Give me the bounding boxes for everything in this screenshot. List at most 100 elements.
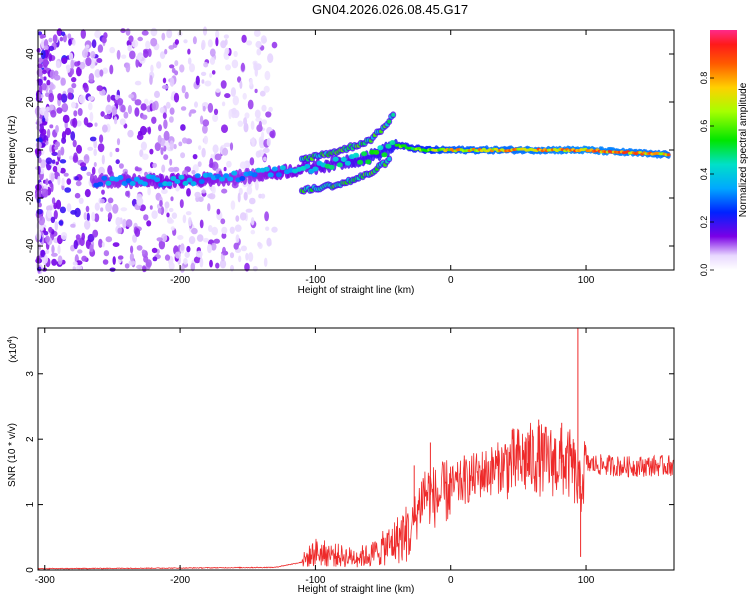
noise-speckle (81, 255, 88, 262)
noise-speckle (157, 134, 162, 144)
ridge-point (182, 180, 189, 186)
ridge-point (402, 144, 407, 148)
spectrogram-x-tick-label: 0 (448, 275, 454, 286)
noise-speckle (152, 162, 158, 168)
noise-speckle (192, 154, 198, 160)
noise-speckle (147, 126, 152, 135)
noise-speckle (57, 149, 61, 158)
ridge-point (271, 166, 278, 172)
noise-speckle (53, 70, 59, 76)
noise-speckle (188, 217, 192, 227)
noise-speckle (94, 69, 101, 78)
noise-speckle (180, 106, 187, 111)
noise-speckle (46, 79, 51, 86)
noise-speckle (159, 106, 165, 114)
noise-speckle (211, 185, 216, 195)
noise-speckle (35, 141, 42, 149)
spectrogram-y-tick-label: -40 (25, 238, 36, 253)
snr-x-tick-label: 100 (578, 575, 595, 586)
noise-speckle (268, 106, 273, 113)
noise-speckle (198, 145, 202, 151)
noise-speckle (105, 104, 112, 115)
noise-speckle (67, 33, 72, 39)
noise-speckle (266, 237, 272, 247)
noise-speckle (264, 70, 271, 81)
noise-speckle (221, 188, 228, 194)
snr-frame (37, 327, 675, 571)
noise-speckle (177, 235, 184, 240)
noise-speckle (199, 257, 204, 268)
snr-y-tick-label: 2 (25, 436, 36, 442)
ridge-point (336, 162, 343, 168)
noise-speckle (161, 164, 166, 173)
ridge-point (340, 157, 347, 162)
ridge-point (97, 181, 104, 187)
ridge-point (357, 159, 364, 165)
noise-speckle (101, 36, 107, 44)
noise-speckle (120, 104, 126, 113)
noise-speckle (107, 212, 113, 221)
ridge-point (170, 176, 177, 181)
noise-speckle (50, 110, 57, 118)
noise-speckle (239, 212, 247, 221)
noise-speckle (128, 94, 135, 99)
noise-speckle (220, 218, 226, 225)
noise-speckle (215, 262, 220, 269)
noise-speckle (186, 188, 191, 197)
noise-speckle (154, 90, 160, 98)
noise-speckle (207, 203, 211, 212)
noise-speckle (183, 39, 188, 44)
noise-speckle (198, 196, 204, 202)
noise-speckle (91, 166, 96, 175)
noise-speckle (271, 226, 278, 233)
snr-x-tick-label: -200 (170, 575, 190, 586)
noise-speckle (74, 192, 81, 199)
noise-speckle (57, 255, 63, 265)
figure-title: GN04.2026.026.08.45.G17 (312, 2, 468, 17)
noise-speckle (60, 146, 65, 156)
noise-speckle (149, 205, 153, 210)
noise-speckle (85, 205, 90, 213)
noise-speckle (112, 203, 119, 214)
noise-speckle (256, 48, 262, 56)
noise-speckle (252, 266, 258, 272)
noise-speckle (94, 122, 98, 127)
spectrogram-y-tick-label: 40 (25, 48, 36, 60)
colorbar-tick-label: 0.4 (699, 168, 709, 181)
noise-speckle (51, 252, 58, 257)
noise-speckle (85, 57, 92, 67)
noise-speckle (50, 172, 55, 183)
noise-speckle (261, 131, 265, 140)
snr-y-ticks: 0 1 2 3 (25, 371, 674, 573)
noise-speckle (134, 107, 140, 117)
noise-speckle (125, 62, 131, 73)
noise-speckle (98, 238, 103, 248)
noise-speckle (201, 189, 207, 194)
noise-speckle (99, 69, 104, 77)
noise-speckle (89, 244, 94, 253)
noise-speckle (170, 226, 175, 231)
spectrogram-y-tick-label: 20 (25, 96, 36, 108)
noise-speckle (78, 174, 83, 181)
ridge-point (121, 181, 128, 186)
noise-speckle (37, 78, 43, 86)
noise-speckle (169, 64, 175, 69)
noise-speckle (125, 190, 130, 197)
noise-speckle (78, 94, 86, 104)
ridge-point (275, 172, 282, 178)
noise-speckle (164, 48, 168, 55)
noise-speckle (234, 224, 242, 232)
noise-speckle (195, 250, 203, 258)
noise-speckle (200, 71, 207, 76)
noise-speckle (53, 74, 61, 81)
noise-speckle (163, 154, 169, 161)
noise-speckle (214, 153, 222, 161)
noise-speckle (63, 172, 69, 177)
noise-speckle (77, 108, 83, 116)
noise-speckle (93, 162, 97, 167)
noise-speckle (86, 122, 93, 128)
noise-speckle (208, 193, 216, 200)
noise-speckle (209, 72, 213, 78)
noise-speckle (253, 29, 261, 37)
